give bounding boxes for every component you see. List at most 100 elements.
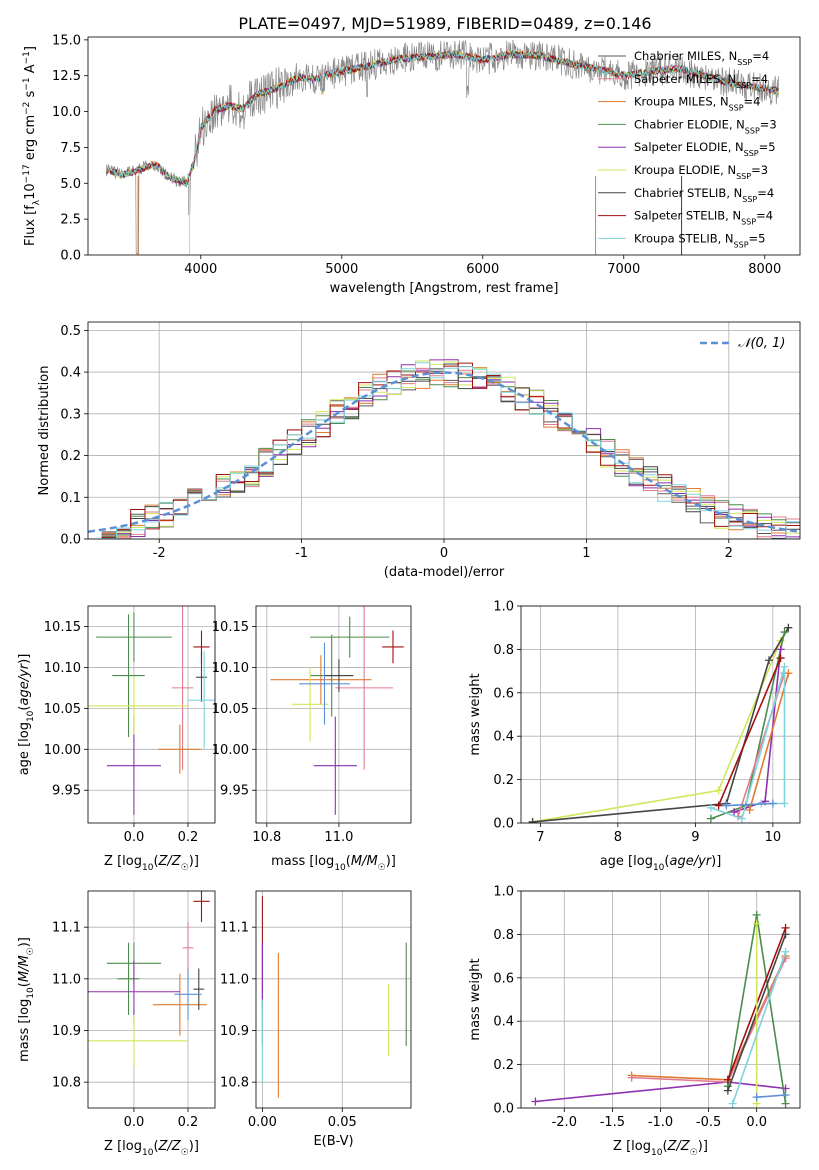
mass-weight-marker: [752, 1093, 761, 1102]
label-part: age/yr: [669, 854, 712, 869]
legend-entry-text: Kroupa ELODIE, N: [634, 163, 736, 177]
errorbar-3: [158, 724, 202, 774]
label-part: (: [664, 854, 669, 869]
errorbar-1: [310, 616, 390, 658]
legend-entry-tail: =4: [751, 72, 768, 86]
y-tick-label: 10.9: [52, 1024, 81, 1039]
mass-weight-marker: [776, 654, 785, 663]
label-part: ☉: [378, 863, 386, 873]
legend-entry-tail: =4: [756, 209, 773, 223]
mass-weight-marker: [780, 799, 789, 808]
panel-age-vs-mass: 10.8 11.0 9.95 10.00 10.05 10.10 10.15 mass [lo…: [212, 605, 412, 873]
panel-residuals: -2 -1 0 1 2 0.0 0.1 0.2 0.3 0.4 0.5 (data-model)/er…: [37, 321, 801, 580]
y-tick-label: 0.4: [493, 730, 514, 745]
errorbar-2: [171, 606, 194, 770]
y-tick-label: 0.2: [493, 1058, 514, 1073]
x-tick-label: 8000: [748, 262, 781, 277]
x-axis-label: wavelength [Angstrom, rest frame]: [330, 281, 559, 296]
errorbar-1: [96, 612, 172, 662]
errorbar-2: [335, 606, 393, 770]
y-tick-label: 10.10: [44, 661, 81, 676]
x-axis-label: E(B-V): [313, 1134, 353, 1149]
y-tick-label: 10.05: [212, 702, 249, 717]
mass-weight-marker: [723, 1075, 732, 1084]
x-axis-label: Z [log10(Z/Z☉)]: [613, 1139, 708, 1158]
legend-entry-sub: SSP: [736, 80, 751, 89]
label-part: 10: [23, 183, 38, 200]
y-axis-label: mass weight: [468, 958, 483, 1040]
y-tick-label: 10.8: [52, 1076, 81, 1091]
y-tick-label: 10.00: [44, 743, 81, 758]
errorbar-4: [117, 942, 140, 1015]
plot-area: [105, 39, 779, 255]
y-tick-label: 15.0: [52, 33, 81, 48]
mass-weight-marker: [531, 1097, 540, 1106]
label-part: −2: [22, 102, 32, 115]
legend-entry-tail: =5: [749, 231, 766, 245]
axes-frame: [255, 890, 412, 1109]
axes-frame: [87, 890, 216, 1109]
y-tick-label: 0.2: [493, 773, 514, 788]
y-tick-label: 0.4: [60, 366, 81, 381]
label-part: A: [23, 64, 38, 77]
errorbar-8: [382, 630, 404, 664]
y-tick-label: 5.0: [60, 177, 81, 192]
y-tick-label: 0.6: [493, 971, 514, 986]
mass-weight-marker: [776, 645, 785, 654]
x-tick-label: 0.0: [124, 830, 145, 845]
label-part: )]: [189, 1139, 199, 1154]
mass-weight-marker: [765, 656, 773, 665]
mass-weight-marker: [781, 1090, 790, 1099]
label-part: ☉: [690, 1148, 698, 1158]
y-tick-label: 9.95: [52, 784, 81, 799]
y-tick-label: 10.9: [220, 1024, 249, 1039]
figure-title: PLATE=0497, MJD=51989, FIBERID=0489, z=0…: [238, 14, 651, 33]
mass-weight-marker: [784, 669, 793, 678]
y-tick-label: 0.8: [493, 928, 514, 943]
y-axis-label: Flux [fλ10−17 erg cm−2 s−1 A−1]: [22, 46, 42, 246]
errorbar-3: [270, 655, 372, 705]
label-part: age [log: [600, 854, 653, 869]
legend-entry-text: Salpeter STELIB, N: [634, 209, 741, 223]
legend-entry: 𝒩(0, 1): [738, 336, 785, 351]
mass-weight-marker: [781, 1099, 790, 1108]
y-tick-label: 10.15: [44, 620, 81, 635]
label-part: (: [17, 982, 32, 987]
legend-entry-sub: SSP: [742, 194, 757, 203]
plot-area: [88, 891, 210, 1067]
label-part: age/yr: [17, 662, 32, 705]
x-tick-label: 11.0: [324, 830, 353, 845]
label-part: Z/Z: [158, 1139, 182, 1154]
errorbar-8: [193, 630, 210, 664]
y-tick-label: 9.95: [220, 784, 249, 799]
x-tick-label: 0.05: [328, 1115, 357, 1130]
mass-weight-marker: [752, 919, 761, 928]
legend-entry-text: Salpeter MILES, N: [634, 72, 736, 86]
x-tick-label: 1: [582, 546, 590, 561]
x-tick-label: 0.0: [746, 1115, 767, 1130]
x-tick-label: 7000: [607, 262, 640, 277]
errorbar-5: [313, 716, 357, 815]
label-part: ]: [23, 46, 38, 51]
y-tick-label: 0.0: [493, 817, 514, 832]
label-part: −17: [22, 164, 32, 183]
mass-weight-marker: [781, 947, 790, 956]
mass-weight-marker: [627, 1073, 636, 1082]
plot-area: [88, 359, 800, 539]
errorbar-9: [174, 968, 202, 1021]
x-tick-label: 9: [691, 830, 699, 845]
errorbar-7: [193, 968, 205, 1010]
x-axis-label: age [log10(age/yr)]: [600, 854, 722, 873]
x-axis-label: (data-model)/error: [384, 565, 505, 580]
errorbar-6: [292, 667, 329, 742]
errorbar-8: [193, 891, 210, 922]
y-tick-label: 1.0: [493, 600, 514, 615]
legend-entry: Salpeter STELIB, NSSP=4: [634, 209, 773, 227]
label-part: 10: [334, 863, 346, 873]
mass-weight-marker: [714, 801, 723, 810]
y-tick-label: 0.4: [493, 1015, 514, 1030]
y-tick-label: 10.0: [52, 105, 81, 120]
mass-weight-marker: [728, 1099, 737, 1108]
plot-area: [531, 910, 790, 1108]
label-part: )]: [386, 854, 396, 869]
